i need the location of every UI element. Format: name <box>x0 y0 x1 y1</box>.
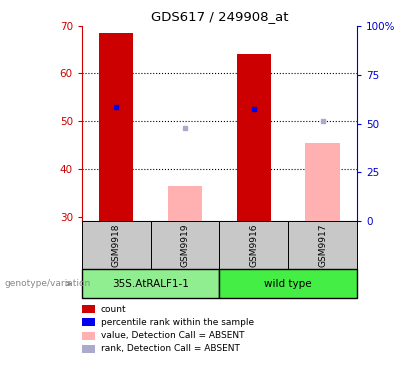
Text: GSM9916: GSM9916 <box>249 224 258 267</box>
Bar <box>305 143 340 221</box>
FancyArrowPatch shape <box>66 282 71 285</box>
Text: count: count <box>101 305 126 314</box>
Bar <box>168 186 202 221</box>
Text: 35S.AtRALF1-1: 35S.AtRALF1-1 <box>112 279 189 289</box>
Title: GDS617 / 249908_at: GDS617 / 249908_at <box>151 10 288 23</box>
FancyBboxPatch shape <box>82 221 151 269</box>
Text: wild type: wild type <box>265 279 312 289</box>
Bar <box>99 33 134 221</box>
Text: GSM9918: GSM9918 <box>112 224 121 267</box>
Text: GSM9919: GSM9919 <box>181 224 189 267</box>
Text: GSM9917: GSM9917 <box>318 224 327 267</box>
FancyBboxPatch shape <box>151 221 220 269</box>
Text: genotype/variation: genotype/variation <box>4 279 90 288</box>
Text: value, Detection Call = ABSENT: value, Detection Call = ABSENT <box>101 331 244 340</box>
Bar <box>236 54 271 221</box>
Text: rank, Detection Call = ABSENT: rank, Detection Call = ABSENT <box>101 344 240 353</box>
FancyBboxPatch shape <box>220 221 288 269</box>
FancyBboxPatch shape <box>82 269 220 298</box>
FancyBboxPatch shape <box>288 221 357 269</box>
FancyBboxPatch shape <box>220 269 357 298</box>
Text: percentile rank within the sample: percentile rank within the sample <box>101 318 254 327</box>
